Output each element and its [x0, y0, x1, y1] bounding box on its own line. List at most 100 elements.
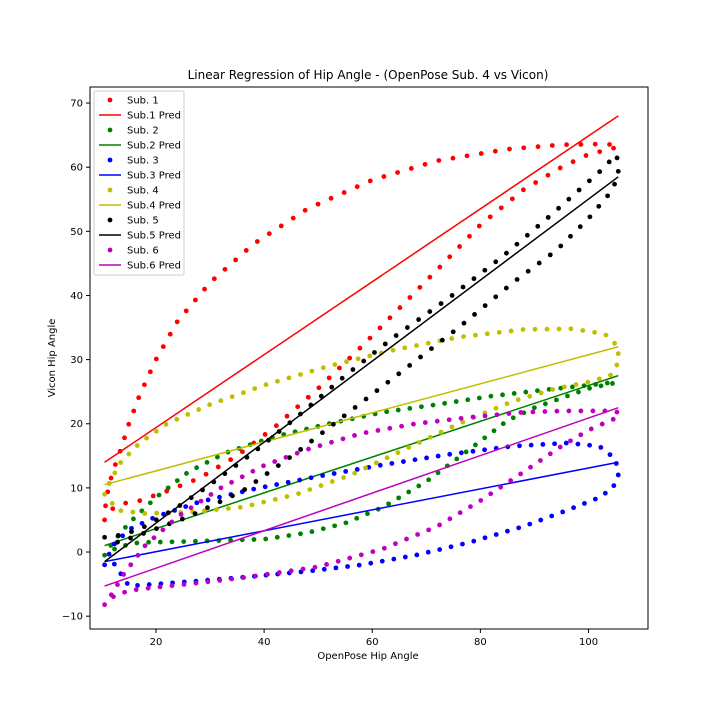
data-point	[399, 423, 404, 429]
data-point	[438, 301, 444, 306]
data-point	[185, 412, 191, 417]
legend-label: Sub.1 Pred	[127, 111, 181, 122]
data-point	[487, 214, 493, 220]
data-point	[517, 443, 522, 449]
data-point	[284, 413, 290, 419]
data-point	[488, 393, 494, 399]
data-point	[242, 487, 248, 492]
data-point	[352, 470, 358, 476]
legend-label: Sub. 4	[127, 186, 159, 197]
data-point	[549, 513, 555, 519]
data-point	[133, 587, 139, 593]
data-point	[204, 459, 210, 465]
data-point	[508, 478, 514, 483]
data-point	[275, 378, 280, 384]
data-point	[524, 232, 530, 238]
data-point	[611, 145, 616, 151]
data-point	[126, 421, 132, 427]
data-point	[215, 464, 221, 470]
data-point	[429, 346, 434, 351]
data-point	[493, 259, 499, 265]
data-point	[373, 460, 379, 466]
data-point	[102, 552, 107, 558]
data-point	[545, 172, 551, 178]
series-sub-5	[102, 155, 621, 563]
data-point	[419, 404, 424, 410]
data-point	[357, 345, 363, 351]
data-point	[565, 393, 570, 399]
data-point	[131, 408, 137, 414]
data-point	[385, 379, 391, 385]
data-point	[520, 327, 526, 332]
data-point	[147, 500, 153, 506]
data-point	[437, 547, 443, 552]
data-point	[578, 432, 584, 438]
data-point	[263, 382, 269, 388]
data-point	[608, 372, 613, 378]
data-point	[461, 320, 467, 326]
data-point	[329, 384, 335, 390]
data-point	[476, 223, 482, 229]
data-point	[457, 244, 462, 249]
data-point	[237, 504, 243, 510]
data-point	[240, 449, 245, 455]
data-point	[365, 511, 370, 517]
data-point	[471, 538, 477, 544]
data-point	[611, 483, 617, 489]
data-point	[229, 394, 235, 400]
data-point	[402, 345, 408, 351]
data-point	[435, 470, 441, 476]
y-tick-label: 70	[70, 99, 83, 110]
data-point	[599, 421, 605, 427]
data-point	[450, 329, 456, 335]
data-point	[507, 146, 512, 152]
data-point	[192, 511, 198, 516]
data-point	[272, 496, 278, 502]
data-point	[533, 180, 539, 185]
data-point	[425, 340, 431, 346]
data-point	[375, 428, 381, 433]
data-point	[484, 331, 490, 337]
data-point	[523, 389, 529, 395]
data-point	[577, 224, 583, 230]
data-point	[393, 541, 398, 547]
data-point	[549, 143, 555, 148]
data-point	[568, 233, 573, 239]
data-point	[427, 434, 433, 440]
data-point	[312, 564, 318, 570]
data-point	[274, 534, 280, 540]
data-point	[417, 439, 422, 445]
data-point	[493, 405, 499, 411]
data-point	[250, 468, 256, 474]
data-point	[288, 568, 294, 574]
data-point	[578, 408, 584, 414]
x-tick-label: 60	[366, 637, 379, 648]
data-point	[482, 413, 488, 419]
data-point	[128, 535, 133, 541]
data-point	[320, 526, 326, 532]
data-point	[538, 458, 543, 463]
data-point	[198, 498, 204, 504]
data-point	[222, 266, 228, 272]
data-point	[525, 268, 531, 274]
data-point	[597, 169, 603, 175]
data-point	[381, 545, 387, 551]
data-point	[478, 151, 484, 156]
data-point	[205, 505, 210, 511]
data-point	[422, 161, 428, 167]
data-point	[251, 537, 257, 542]
data-point	[430, 402, 436, 408]
data-point	[194, 465, 200, 471]
data-point	[174, 319, 180, 325]
data-point	[454, 456, 460, 462]
data-point	[183, 504, 189, 510]
data-point	[294, 450, 300, 456]
data-point	[358, 552, 364, 558]
data-point	[112, 546, 117, 552]
data-point	[566, 196, 572, 202]
data-point	[153, 428, 159, 434]
data-point	[174, 478, 180, 484]
data-point	[253, 479, 259, 484]
data-point	[261, 463, 266, 469]
legend-marker	[107, 97, 113, 103]
